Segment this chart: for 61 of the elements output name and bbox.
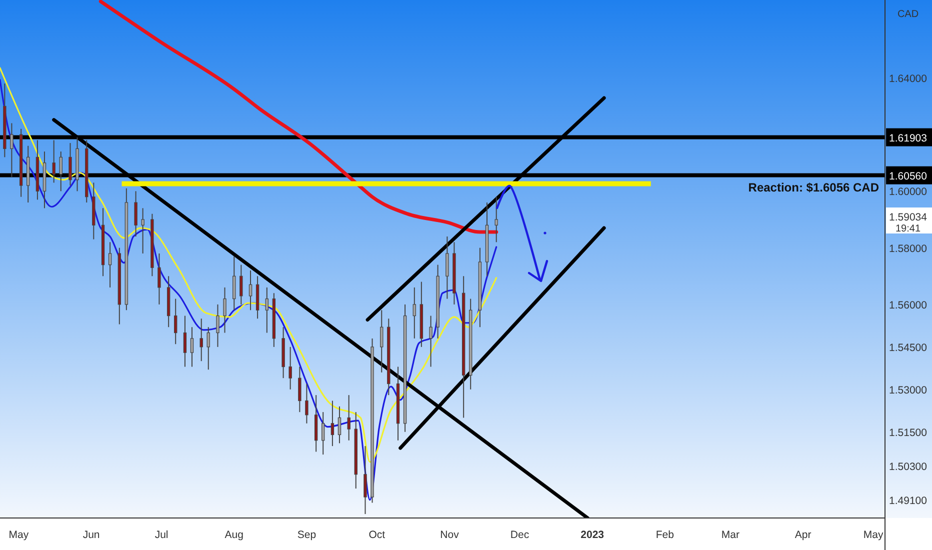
ref-line-label: 1.61903 xyxy=(889,132,928,144)
x-tick-label: Dec xyxy=(510,529,530,541)
candlestick xyxy=(305,383,308,424)
x-tick-label: Oct xyxy=(368,529,386,541)
candlestick xyxy=(364,446,367,515)
candlestick xyxy=(412,286,416,339)
x-tick-label: Mar xyxy=(721,529,740,541)
text: 19:41 xyxy=(895,223,921,234)
candlestick xyxy=(321,412,325,456)
y-tick-label: 1.56000 xyxy=(889,299,928,312)
annotation: Reaction: $1.6056 CAD xyxy=(748,180,880,194)
candlestick xyxy=(232,256,236,311)
candlestick xyxy=(429,315,432,368)
candlestick xyxy=(52,140,56,184)
y-tick-label: 1.50300 xyxy=(889,460,928,473)
candlestick xyxy=(446,236,449,300)
candlestick xyxy=(248,270,252,311)
y-tick-label: 1.49100 xyxy=(889,494,928,507)
candlestick xyxy=(174,298,178,345)
x-tick-label: Aug xyxy=(224,529,244,541)
candlestick xyxy=(494,196,498,243)
candlestick xyxy=(288,346,292,390)
y-tick-label: 1.54500 xyxy=(889,342,928,354)
candlestick xyxy=(223,286,226,334)
candlestick xyxy=(206,326,210,370)
candlestick xyxy=(338,406,342,444)
x-tick-label: Apr xyxy=(794,529,812,541)
candlestick xyxy=(68,142,72,186)
x-tick-label: May xyxy=(8,529,30,541)
y-tick-label: 1.60000 xyxy=(889,186,928,198)
x-tick-label: Jun xyxy=(82,529,100,541)
x-tick-label: Jul xyxy=(154,529,168,541)
y-tick-label: 1.64000 xyxy=(889,72,928,85)
candlestick xyxy=(330,400,334,447)
candlestick xyxy=(240,264,243,305)
candlestick xyxy=(141,208,144,254)
line-series xyxy=(98,0,498,234)
candlestick xyxy=(265,286,269,334)
y-tick-label: 1.51500 xyxy=(889,426,928,439)
x-tick-label: Feb xyxy=(656,529,674,541)
y-tick-label: 1.58000 xyxy=(889,242,928,255)
candlestick xyxy=(347,394,350,441)
candlestick xyxy=(134,190,138,237)
candlestick xyxy=(380,310,384,373)
candlestick xyxy=(183,315,187,368)
y-tick-label: 1.53000 xyxy=(889,384,928,396)
x-tick-label: May xyxy=(863,529,884,541)
candlestick xyxy=(190,326,194,368)
y-axis-title: CAD xyxy=(897,9,919,20)
candlestick xyxy=(10,122,14,178)
candlestick xyxy=(216,304,220,348)
x-tick-label: 2023 xyxy=(580,529,604,541)
x-tick-label: Nov xyxy=(440,529,460,541)
candlestick xyxy=(200,318,203,362)
candlestick xyxy=(298,366,302,413)
candlestick xyxy=(158,252,161,305)
x-tick-label: Sep xyxy=(297,529,316,541)
candlestick xyxy=(59,151,62,192)
text: 1.59034 xyxy=(889,211,928,224)
ref-line-label: 1.60560 xyxy=(889,170,928,182)
candlestick xyxy=(108,242,112,288)
